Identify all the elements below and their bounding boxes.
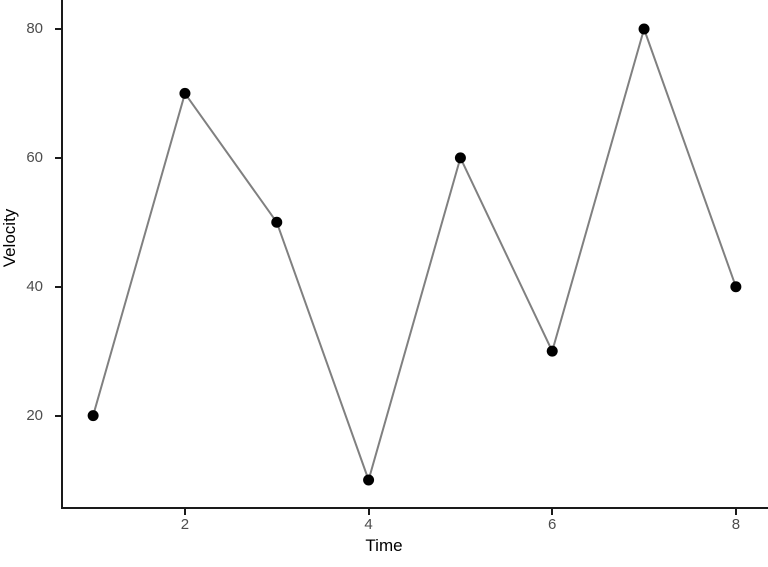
y-tick-mark bbox=[55, 414, 61, 417]
data-point bbox=[87, 410, 99, 422]
x-tick-label: 8 bbox=[731, 516, 741, 533]
y-tick-label-wrap: 80 bbox=[0, 20, 49, 38]
y-tick-label-wrap: 60 bbox=[0, 149, 49, 167]
x-axis-line bbox=[61, 507, 768, 509]
y-axis-title: Velocity bbox=[0, 208, 19, 268]
data-point bbox=[363, 474, 375, 486]
data-point bbox=[179, 87, 191, 99]
x-tick-label-wrap: 6 bbox=[532, 516, 572, 536]
y-tick-label-wrap: 40 bbox=[0, 278, 49, 296]
x-tick-label-wrap: 8 bbox=[716, 516, 756, 536]
y-tick-label: 80 bbox=[26, 19, 43, 37]
x-tick-mark bbox=[183, 509, 186, 515]
y-tick-label: 60 bbox=[26, 148, 43, 166]
x-tick-label-wrap: 4 bbox=[349, 516, 389, 536]
x-tick-mark bbox=[734, 509, 737, 515]
x-tick-label: 4 bbox=[364, 516, 373, 533]
y-tick-mark bbox=[55, 285, 61, 288]
y-axis-line bbox=[61, 0, 63, 509]
y-tick-label: 40 bbox=[26, 277, 43, 295]
y-tick-mark bbox=[55, 27, 61, 30]
plot-panel bbox=[61, 0, 768, 509]
x-tick-mark bbox=[367, 509, 370, 515]
data-point bbox=[546, 345, 558, 357]
y-tick-label-wrap: 20 bbox=[0, 407, 49, 425]
data-point bbox=[638, 23, 650, 35]
data-point bbox=[454, 152, 466, 164]
x-tick-label: 2 bbox=[180, 516, 190, 533]
y-tick-mark bbox=[55, 156, 61, 159]
data-point-group bbox=[87, 23, 742, 486]
data-point bbox=[271, 216, 283, 228]
x-tick-mark bbox=[551, 509, 554, 515]
x-axis-title: Time bbox=[365, 536, 403, 555]
x-tick-label: 6 bbox=[548, 516, 557, 533]
x-tick-label-wrap: 2 bbox=[165, 516, 205, 536]
line-series-svg bbox=[87, 23, 742, 486]
y-tick-label: 20 bbox=[26, 406, 43, 424]
data-line bbox=[92, 27, 737, 482]
data-point bbox=[730, 281, 742, 293]
